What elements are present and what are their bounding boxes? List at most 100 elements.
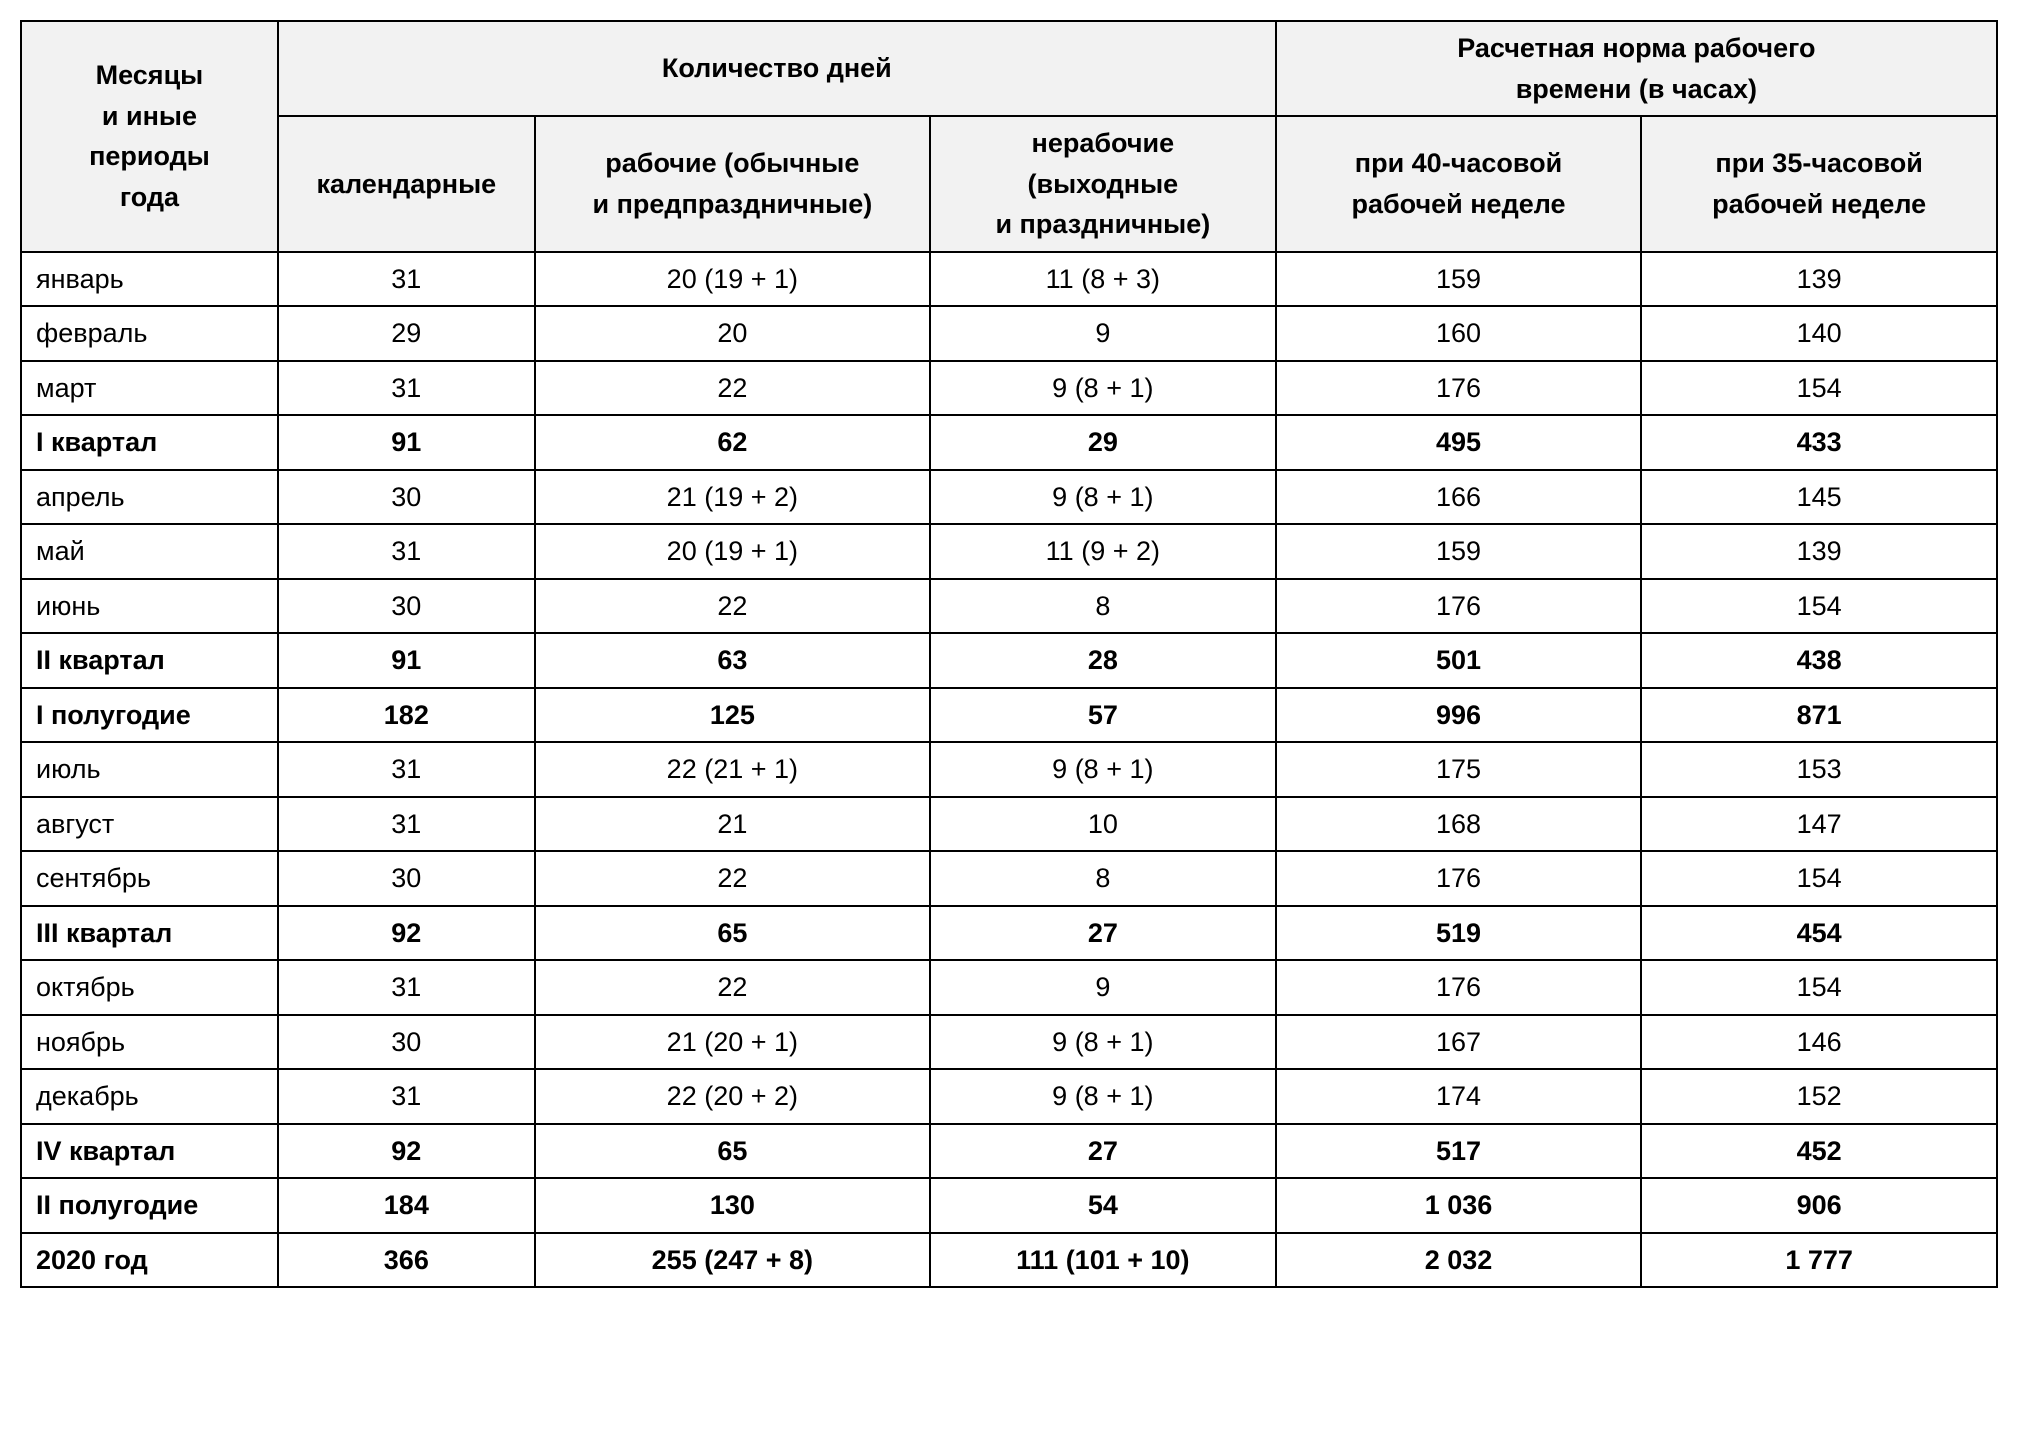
cell-period: январь bbox=[21, 252, 278, 307]
table-row: июль3122 (21 + 1)9 (8 + 1)175153 bbox=[21, 742, 1997, 797]
cell-calendar: 31 bbox=[278, 524, 535, 579]
cell-period: декабрь bbox=[21, 1069, 278, 1124]
cell-calendar: 31 bbox=[278, 960, 535, 1015]
cell-hours-40: 495 bbox=[1276, 415, 1642, 470]
table-row: сентябрь30228176154 bbox=[21, 851, 1997, 906]
cell-working: 21 (19 + 2) bbox=[535, 470, 930, 525]
cell-calendar: 30 bbox=[278, 470, 535, 525]
cell-period: 2020 год bbox=[21, 1233, 278, 1288]
cell-calendar: 30 bbox=[278, 851, 535, 906]
cell-working: 62 bbox=[535, 415, 930, 470]
cell-nonworking: 27 bbox=[930, 906, 1276, 961]
cell-hours-35: 1 777 bbox=[1641, 1233, 1997, 1288]
header-days-group: Количество дней bbox=[278, 21, 1276, 116]
cell-working: 20 bbox=[535, 306, 930, 361]
cell-period: I квартал bbox=[21, 415, 278, 470]
header-periods: Месяцыи иныепериодыгода bbox=[21, 21, 278, 252]
cell-hours-35: 139 bbox=[1641, 524, 1997, 579]
cell-calendar: 31 bbox=[278, 361, 535, 416]
cell-nonworking: 11 (8 + 3) bbox=[930, 252, 1276, 307]
cell-working: 22 bbox=[535, 960, 930, 1015]
table-row: март31229 (8 + 1)176154 bbox=[21, 361, 1997, 416]
cell-nonworking: 9 (8 + 1) bbox=[930, 1069, 1276, 1124]
cell-hours-40: 167 bbox=[1276, 1015, 1642, 1070]
cell-period: IV квартал bbox=[21, 1124, 278, 1179]
cell-hours-35: 145 bbox=[1641, 470, 1997, 525]
cell-hours-35: 154 bbox=[1641, 361, 1997, 416]
work-calendar-table: Месяцыи иныепериодыгода Количество дней … bbox=[20, 20, 1998, 1288]
cell-hours-35: 452 bbox=[1641, 1124, 1997, 1179]
table-row: май3120 (19 + 1)11 (9 + 2)159139 bbox=[21, 524, 1997, 579]
cell-nonworking: 28 bbox=[930, 633, 1276, 688]
table-row: IV квартал926527517452 bbox=[21, 1124, 1997, 1179]
cell-period: июнь bbox=[21, 579, 278, 634]
cell-calendar: 31 bbox=[278, 797, 535, 852]
cell-working: 130 bbox=[535, 1178, 930, 1233]
cell-period: III квартал bbox=[21, 906, 278, 961]
table-row: апрель3021 (19 + 2)9 (8 + 1)166145 bbox=[21, 470, 1997, 525]
cell-period: март bbox=[21, 361, 278, 416]
cell-hours-40: 174 bbox=[1276, 1069, 1642, 1124]
cell-working: 65 bbox=[535, 906, 930, 961]
table-row: январь3120 (19 + 1)11 (8 + 3)159139 bbox=[21, 252, 1997, 307]
cell-nonworking: 57 bbox=[930, 688, 1276, 743]
table-row: ноябрь3021 (20 + 1)9 (8 + 1)167146 bbox=[21, 1015, 1997, 1070]
table-header: Месяцыи иныепериодыгода Количество дней … bbox=[21, 21, 1997, 252]
header-col-nonworking: нерабочие(выходныеи праздничные) bbox=[930, 116, 1276, 252]
cell-working: 255 (247 + 8) bbox=[535, 1233, 930, 1288]
cell-nonworking: 9 bbox=[930, 960, 1276, 1015]
cell-working: 125 bbox=[535, 688, 930, 743]
cell-period: II полугодие bbox=[21, 1178, 278, 1233]
cell-working: 20 (19 + 1) bbox=[535, 524, 930, 579]
table-row: февраль29209160140 bbox=[21, 306, 1997, 361]
cell-working: 63 bbox=[535, 633, 930, 688]
table-row: декабрь3122 (20 + 2)9 (8 + 1)174152 bbox=[21, 1069, 1997, 1124]
cell-hours-40: 160 bbox=[1276, 306, 1642, 361]
cell-nonworking: 9 bbox=[930, 306, 1276, 361]
cell-calendar: 92 bbox=[278, 1124, 535, 1179]
table-body: январь3120 (19 + 1)11 (8 + 3)159139февра… bbox=[21, 252, 1997, 1288]
cell-calendar: 29 bbox=[278, 306, 535, 361]
table-row: III квартал926527519454 bbox=[21, 906, 1997, 961]
cell-period: I полугодие bbox=[21, 688, 278, 743]
cell-working: 22 (20 + 2) bbox=[535, 1069, 930, 1124]
cell-nonworking: 29 bbox=[930, 415, 1276, 470]
cell-hours-40: 166 bbox=[1276, 470, 1642, 525]
cell-nonworking: 54 bbox=[930, 1178, 1276, 1233]
cell-period: сентябрь bbox=[21, 851, 278, 906]
cell-hours-35: 152 bbox=[1641, 1069, 1997, 1124]
cell-hours-40: 168 bbox=[1276, 797, 1642, 852]
cell-nonworking: 8 bbox=[930, 579, 1276, 634]
table-row: июнь30228176154 bbox=[21, 579, 1997, 634]
cell-period: август bbox=[21, 797, 278, 852]
cell-nonworking: 8 bbox=[930, 851, 1276, 906]
table-row: II полугодие184130541 036906 bbox=[21, 1178, 1997, 1233]
cell-working: 22 bbox=[535, 579, 930, 634]
cell-hours-35: 139 bbox=[1641, 252, 1997, 307]
cell-working: 65 bbox=[535, 1124, 930, 1179]
cell-calendar: 366 bbox=[278, 1233, 535, 1288]
cell-period: апрель bbox=[21, 470, 278, 525]
cell-calendar: 30 bbox=[278, 1015, 535, 1070]
table-row: I квартал916229495433 bbox=[21, 415, 1997, 470]
cell-period: февраль bbox=[21, 306, 278, 361]
cell-working: 22 bbox=[535, 851, 930, 906]
cell-hours-40: 175 bbox=[1276, 742, 1642, 797]
cell-working: 20 (19 + 1) bbox=[535, 252, 930, 307]
header-col-calendar: календарные bbox=[278, 116, 535, 252]
cell-calendar: 31 bbox=[278, 1069, 535, 1124]
cell-nonworking: 27 bbox=[930, 1124, 1276, 1179]
cell-calendar: 182 bbox=[278, 688, 535, 743]
cell-hours-35: 140 bbox=[1641, 306, 1997, 361]
cell-hours-35: 154 bbox=[1641, 960, 1997, 1015]
table-row: август312110168147 bbox=[21, 797, 1997, 852]
cell-hours-35: 433 bbox=[1641, 415, 1997, 470]
cell-calendar: 91 bbox=[278, 633, 535, 688]
header-col-40h: при 40-часовойрабочей неделе bbox=[1276, 116, 1642, 252]
header-hours-group: Расчетная норма рабочеговремени (в часах… bbox=[1276, 21, 1997, 116]
table-row: I полугодие18212557996871 bbox=[21, 688, 1997, 743]
cell-nonworking: 9 (8 + 1) bbox=[930, 1015, 1276, 1070]
cell-nonworking: 111 (101 + 10) bbox=[930, 1233, 1276, 1288]
cell-hours-40: 996 bbox=[1276, 688, 1642, 743]
cell-hours-40: 519 bbox=[1276, 906, 1642, 961]
